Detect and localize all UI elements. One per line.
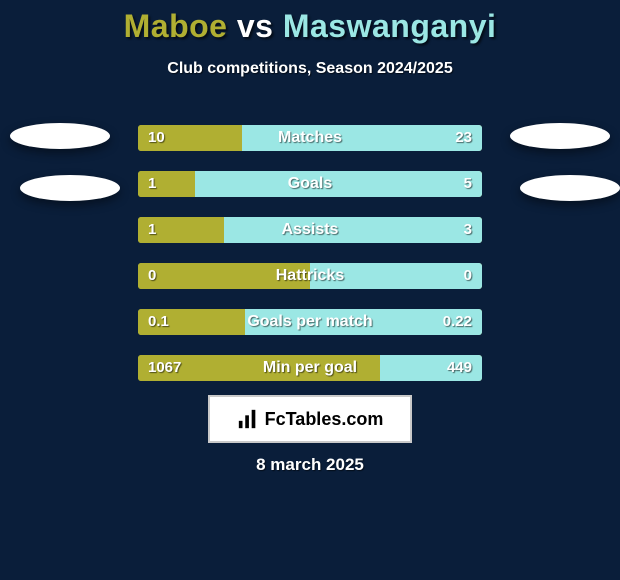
stat-row: Min per goal1067449 (138, 355, 482, 381)
player2-name: Maswanganyi (283, 8, 497, 44)
stat-row: Matches1023 (138, 125, 482, 151)
player1-bar-segment (138, 217, 224, 243)
page-title: Maboe vs Maswanganyi (0, 8, 620, 45)
player2-club-badge-2 (520, 175, 620, 201)
stat-row: Hattricks00 (138, 263, 482, 289)
player2-club-badge-1 (510, 123, 610, 149)
player2-bar-segment (245, 309, 482, 335)
player1-bar-segment (138, 355, 380, 381)
player1-club-badge-2 (20, 175, 120, 201)
brand-badge: FcTables.com (208, 395, 412, 443)
player2-bar-segment (242, 125, 482, 151)
comparison-infographic: Maboe vs Maswanganyi Club competitions, … (0, 0, 620, 580)
player1-club-badge-1 (10, 123, 110, 149)
stat-row: Goals15 (138, 171, 482, 197)
stat-bars: Matches1023 Goals15 Assists13 Hattricks00 Go… (138, 125, 482, 401)
player1-bar-segment (138, 309, 245, 335)
chart-icon (237, 408, 259, 430)
player1-bar-segment (138, 125, 242, 151)
player1-bar-segment (138, 263, 310, 289)
subtitle: Club competitions, Season 2024/2025 (0, 60, 620, 78)
vs-label: vs (237, 8, 274, 44)
brand-text: FcTables.com (265, 409, 384, 430)
player2-bar-segment (224, 217, 482, 243)
player2-bar-segment (380, 355, 482, 381)
player2-bar-segment (195, 171, 482, 197)
stat-row: Goals per match0.10.22 (138, 309, 482, 335)
stat-row: Assists13 (138, 217, 482, 243)
player1-name: Maboe (124, 8, 228, 44)
player2-bar-segment (310, 263, 482, 289)
date-label: 8 march 2025 (0, 455, 620, 475)
player1-bar-segment (138, 171, 195, 197)
